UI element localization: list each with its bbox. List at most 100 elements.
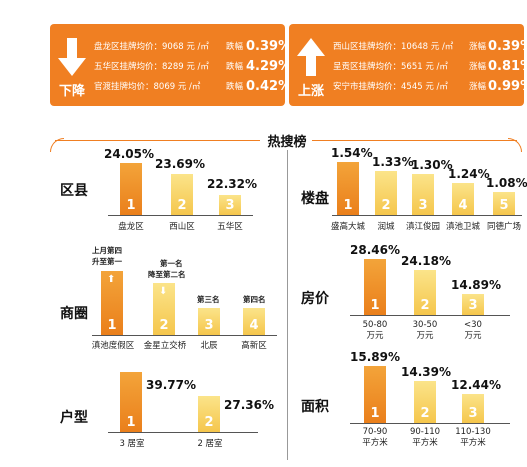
up-arrow-box: 上涨	[289, 24, 333, 106]
price-baseline	[350, 315, 510, 316]
up-row-pct: 0.99%	[488, 79, 527, 94]
up-row-text: 西山区挂牌均价：10648 元 /㎡	[333, 42, 454, 52]
bar-value-label: 1.54%	[331, 146, 373, 160]
district-label: 区县	[60, 183, 88, 199]
rank-number: 3	[418, 198, 428, 213]
estate-bar-2: 2	[375, 171, 397, 215]
rank-number: 1	[370, 298, 380, 313]
category-label: <30 万元	[453, 320, 493, 342]
category-line: 平方米	[412, 438, 438, 448]
category-label: 北辰	[200, 341, 218, 351]
layout-bar-1: 1	[120, 372, 142, 432]
business-area-bar-2: ⬇ 2	[153, 283, 175, 335]
rank-number: 3	[204, 318, 214, 333]
category-label: 30-50 万元	[405, 320, 445, 342]
rank-number: 2	[177, 198, 187, 213]
rank-number: 1	[126, 198, 136, 213]
up-row-text: 安宁市挂牌均价：4545 元 /㎡	[333, 82, 448, 92]
price-up-banner: 上涨 西山区挂牌均价：10648 元 /㎡ 涨幅 0.39% 呈贡区挂牌均价：5…	[289, 24, 527, 106]
down-row-text: 盘龙区挂牌均价：9068 元 /㎡	[94, 42, 209, 52]
down-row: 五华区挂牌均价：8289 元 /㎡ 跌幅 4.29%	[94, 57, 291, 77]
bar-value-label: 15.89%	[350, 350, 400, 364]
category-label: 50-80 万元	[355, 320, 395, 342]
district-bar-3: 3	[219, 195, 241, 215]
category-label: 70-90 平方米	[355, 427, 395, 449]
category-label: 同德广场	[486, 222, 521, 232]
rank-change-note: 上月第四 升至第一	[92, 245, 122, 267]
price-bar-1: 1	[364, 259, 386, 315]
category-label: 2 居室	[197, 439, 223, 449]
area-bar-2: 2	[414, 381, 436, 423]
bar-value-label: 14.89%	[451, 278, 501, 292]
rank-number: 3	[468, 298, 478, 313]
category-line: 30-50	[412, 320, 438, 330]
rank-number: 2	[204, 415, 214, 430]
up-row: 呈贡区挂牌均价：5651 元 /㎡ 涨幅 0.81%	[333, 57, 527, 77]
down-row-pct: 0.39%	[246, 39, 292, 54]
category-line: 万元	[416, 331, 434, 341]
down-row: 官渡挂牌均价：8069 元 /㎡ 跌幅 0.42%	[94, 77, 291, 97]
category-line: <30	[464, 320, 482, 330]
price-down-banner: 下降 盘龙区挂牌均价：9068 元 /㎡ 跌幅 0.39% 五华区挂牌均价：82…	[50, 24, 291, 106]
rank-change-note: 第三名	[197, 294, 220, 305]
estate-bar-1: 1	[337, 162, 359, 215]
estate-bar-4: 4	[452, 183, 474, 215]
business-area-label: 商圈	[60, 306, 88, 322]
frame-corner-right	[508, 138, 522, 152]
note-line: 上月第四	[92, 246, 122, 255]
bar-value-label: 39.77%	[146, 378, 196, 392]
category-label: 润城	[377, 222, 395, 232]
area-label: 面积	[301, 399, 329, 415]
note-line: 升至第一	[92, 257, 122, 266]
category-label: 五华区	[217, 222, 243, 232]
layout-label: 户型	[60, 410, 88, 426]
category-line: 万元	[366, 331, 384, 341]
category-label: 盛高大城	[330, 222, 365, 232]
area-bar-3: 3	[462, 394, 484, 423]
bar-value-label: 22.32%	[207, 177, 257, 191]
bar-value-label: 1.33%	[372, 155, 414, 169]
down-row-change-label: 跌幅	[226, 82, 244, 92]
down-row-pct: 0.42%	[246, 79, 292, 94]
category-label: 90-110 平方米	[405, 427, 445, 449]
category-label: 金星立交桥	[143, 341, 187, 351]
down-arrow-box: 下降	[50, 24, 94, 106]
center-divider	[287, 150, 288, 460]
category-line: 万元	[464, 331, 482, 341]
price-bar-3: 3	[462, 294, 484, 315]
up-arrow-icon	[297, 38, 325, 76]
category-label: 3 居室	[119, 439, 145, 449]
bar-value-label: 1.24%	[448, 167, 490, 181]
category-label: 滇池卫城	[445, 222, 480, 232]
layout-baseline	[108, 432, 258, 433]
note-line: 降至第二名	[148, 270, 186, 279]
business-area-baseline	[92, 335, 277, 336]
bar-value-label: 14.39%	[401, 365, 451, 379]
frame-corner-left	[50, 138, 64, 152]
category-label: 盘龙区	[118, 222, 144, 232]
category-line: 50-80	[362, 320, 388, 330]
district-bar-2: 2	[171, 174, 193, 215]
estate-baseline	[332, 215, 522, 216]
estate-bar-3: 3	[412, 174, 434, 215]
up-row-change-label: 涨幅	[469, 62, 487, 72]
business-area-bar-4: 4	[243, 308, 265, 335]
down-row-text: 五华区挂牌均价：8289 元 /㎡	[94, 62, 209, 72]
down-row-text: 官渡挂牌均价：8069 元 /㎡	[94, 82, 201, 92]
category-line: 70-90	[362, 427, 388, 437]
rank-change-note: 第四名	[243, 294, 266, 305]
title-rule-right	[312, 140, 517, 141]
district-bar-1: 1	[120, 163, 142, 215]
rank-number: 1	[370, 406, 380, 421]
layout-bar-2: 2	[198, 396, 220, 432]
down-row-pct: 4.29%	[246, 59, 292, 74]
category-label: 高新区	[241, 341, 267, 351]
up-label: 上涨	[297, 84, 324, 99]
rank-number: 2	[381, 198, 391, 213]
category-line: 平方米	[362, 438, 388, 448]
area-bar-1: 1	[364, 366, 386, 423]
down-row-change-label: 跌幅	[226, 62, 244, 72]
business-area-bar-3: 3	[198, 308, 220, 335]
category-label: 110-130 平方米	[451, 427, 495, 449]
down-rows: 盘龙区挂牌均价：9068 元 /㎡ 跌幅 0.39% 五华区挂牌均价：8289 …	[94, 37, 291, 97]
